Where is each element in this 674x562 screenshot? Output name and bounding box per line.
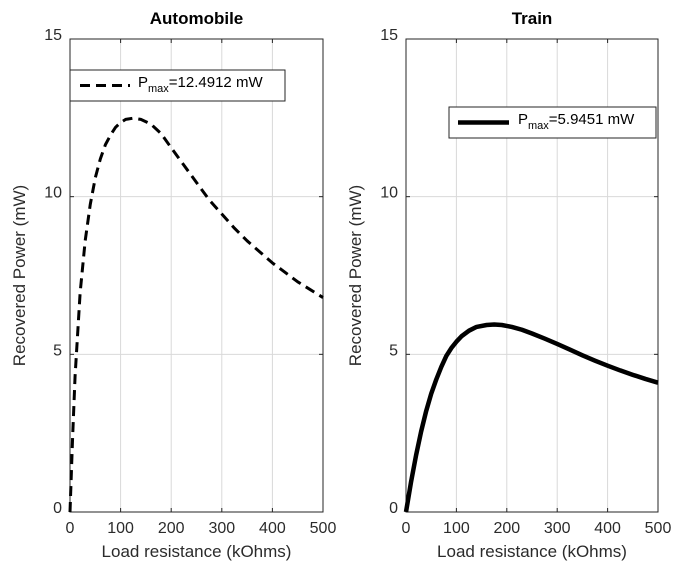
y-tick-label: 15	[44, 27, 62, 44]
chart-title: Train	[512, 9, 553, 28]
legend-label: Pmax=5.9451 mW	[518, 111, 635, 132]
x-tick-label: 200	[493, 520, 520, 537]
chart-panel-train: 0 100 200 300 400 500 0 5 10 15 Train Load resistan…	[346, 9, 671, 561]
y-tick-label: 0	[53, 500, 62, 517]
y-tick-label: 10	[380, 185, 398, 202]
series-line-automobile	[68, 116, 324, 513]
x-tick-label: 400	[259, 520, 286, 537]
x-tick-label: 0	[402, 520, 411, 537]
y-tick-label: 5	[389, 342, 398, 359]
chart-title: Automobile	[150, 9, 244, 28]
x-tick-label: 0	[66, 520, 75, 537]
x-axis-label: Load resistance (kOhms)	[437, 542, 627, 561]
x-tick-label: 300	[544, 520, 571, 537]
x-tick-label: 400	[594, 520, 621, 537]
axes-box	[69, 38, 324, 513]
y-tick-label: 0	[389, 500, 398, 517]
legend: Pmax=12.4912 mW	[69, 69, 286, 102]
y-tick-label: 5	[53, 342, 62, 359]
x-tick-label: 500	[310, 520, 337, 537]
legend: Pmax=5.9451 mW	[448, 106, 657, 139]
x-tick-label: 300	[208, 520, 235, 537]
chart-panel-automobile: 0 100 200 300 400 500 0 5 10 15 Automobile Load res…	[10, 9, 336, 561]
x-axis-label: Load resistance (kOhms)	[102, 542, 292, 561]
x-tick-label: 200	[158, 520, 185, 537]
y-tick-label: 10	[44, 185, 62, 202]
axes-box	[405, 38, 659, 513]
x-tick-label: 100	[107, 520, 134, 537]
y-axis-label: Recovered Power (mW)	[10, 185, 29, 366]
x-tick-label: 500	[645, 520, 672, 537]
y-axis-label: Recovered Power (mW)	[346, 185, 365, 366]
x-tick-label: 100	[443, 520, 470, 537]
y-tick-label: 15	[380, 27, 398, 44]
legend-label: Pmax=12.4912 mW	[138, 74, 263, 95]
series-line-train	[403, 322, 659, 513]
plot-area	[70, 39, 323, 512]
